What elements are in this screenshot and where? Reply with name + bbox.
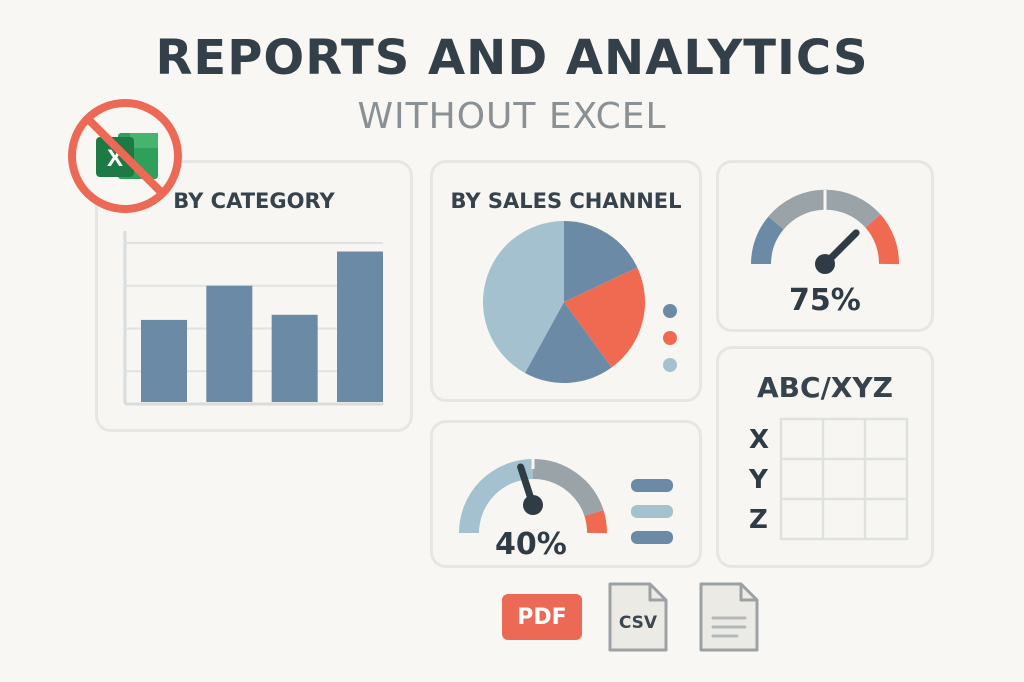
legend-dot-3	[663, 358, 677, 372]
pie-slice-2[interactable]	[564, 267, 645, 368]
abc-xyz-card-title: ABC/XYZ	[757, 371, 893, 404]
legend-dot-2	[663, 331, 677, 345]
pie-slice-3[interactable]	[524, 302, 612, 383]
legend-dot-1	[663, 304, 677, 318]
bar-1[interactable]	[141, 319, 187, 402]
document-icon[interactable]	[697, 580, 761, 654]
bar-3[interactable]	[271, 314, 318, 402]
page-title: REPORTS AND ANALYTICS	[155, 30, 869, 86]
export-pdf-label: PDF	[517, 604, 567, 630]
gauge-bottom-value: 40%	[495, 527, 567, 562]
category-bar-chart	[123, 231, 383, 406]
gauge-top	[751, 189, 899, 274]
sales-channel-card-title: BY SALES CHANNEL	[450, 189, 682, 213]
pie-slice-1[interactable]	[564, 221, 638, 302]
bar-4[interactable]	[337, 251, 383, 402]
abc-xyz-card[interactable]: ABC/XYZ X Y Z	[716, 346, 934, 568]
legend-bar-1	[631, 479, 673, 492]
legend-bar-3	[631, 531, 673, 544]
matrix-row-z: Z	[749, 505, 768, 535]
gauge-card-top[interactable]: 75%	[716, 160, 934, 332]
gauge-bottom	[459, 449, 673, 544]
matrix-row-y: Y	[749, 465, 768, 495]
sales-channel-pie-chart	[483, 221, 677, 383]
abc-xyz-grid	[779, 417, 909, 541]
pie-slice-4[interactable]	[483, 221, 564, 373]
export-csv-button[interactable]: CSV	[606, 580, 670, 654]
gauge-top-value: 75%	[789, 283, 861, 318]
gauge-card-bottom[interactable]: 40%	[430, 420, 702, 568]
no-excel-icon: X	[68, 99, 182, 213]
export-pdf-button[interactable]: PDF	[502, 594, 582, 640]
sales-channel-card[interactable]: BY SALES CHANNEL	[430, 160, 702, 402]
export-csv-label: CSV	[619, 613, 658, 633]
legend-bar-2	[631, 505, 673, 518]
matrix-row-x: X	[749, 425, 770, 455]
page-subtitle: WITHOUT EXCEL	[357, 96, 667, 137]
category-card-title: BY CATEGORY	[173, 189, 335, 213]
bar-2[interactable]	[206, 285, 253, 402]
